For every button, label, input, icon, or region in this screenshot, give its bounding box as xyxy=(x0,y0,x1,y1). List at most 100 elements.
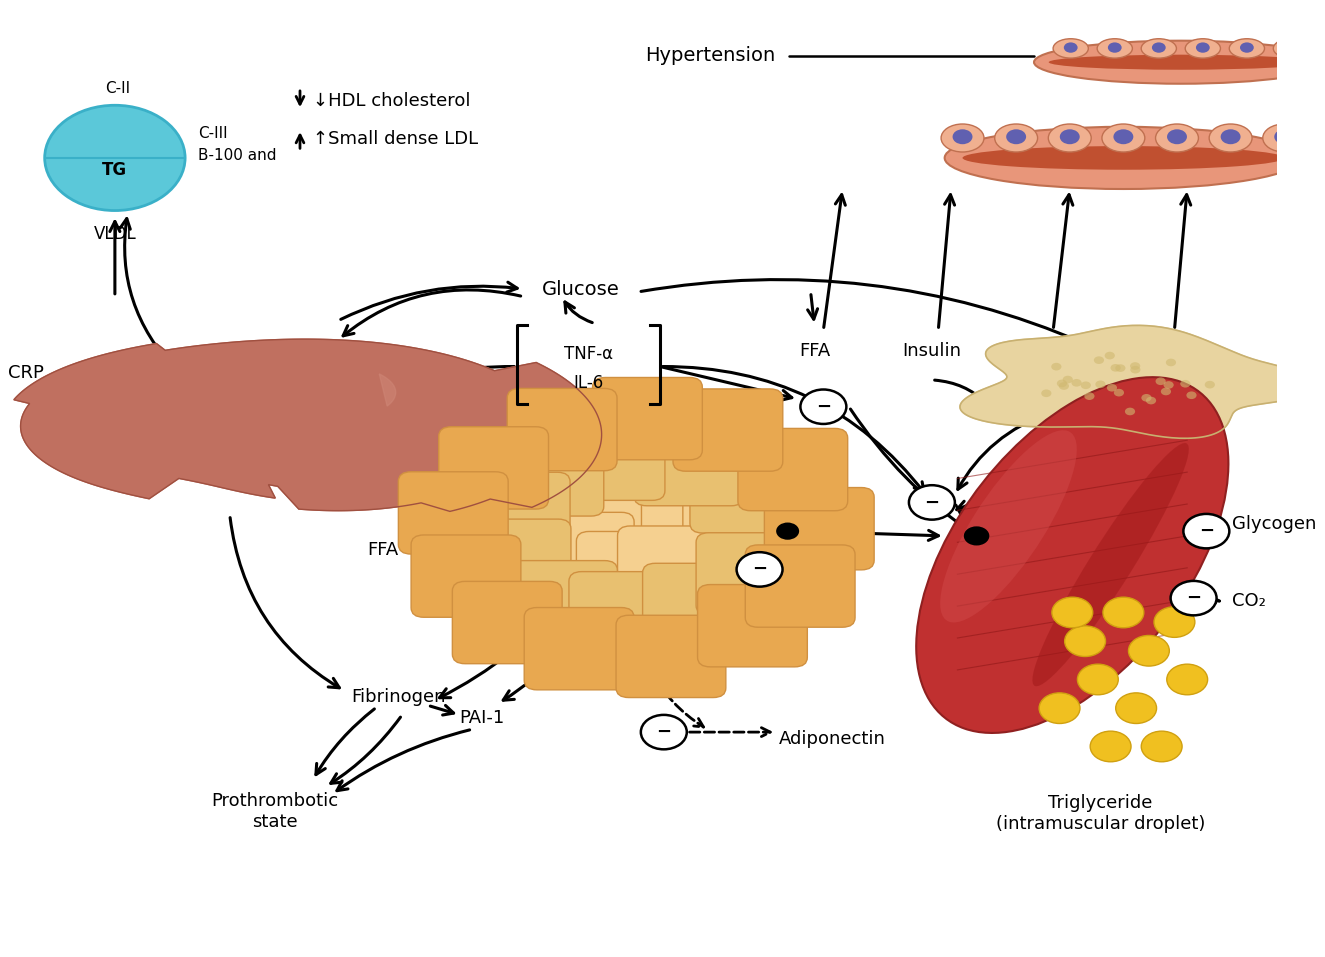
FancyBboxPatch shape xyxy=(461,519,571,601)
FancyBboxPatch shape xyxy=(635,423,743,505)
FancyBboxPatch shape xyxy=(555,418,665,501)
Ellipse shape xyxy=(1210,124,1252,152)
Text: −: − xyxy=(925,494,939,511)
Circle shape xyxy=(1041,389,1052,397)
Circle shape xyxy=(1220,129,1240,145)
FancyBboxPatch shape xyxy=(616,615,726,698)
FancyBboxPatch shape xyxy=(576,531,686,613)
Text: FFA: FFA xyxy=(367,542,399,559)
Circle shape xyxy=(1167,129,1187,145)
Circle shape xyxy=(1166,359,1177,367)
Circle shape xyxy=(953,129,973,145)
FancyBboxPatch shape xyxy=(568,571,678,654)
FancyBboxPatch shape xyxy=(592,377,702,459)
Circle shape xyxy=(1116,693,1157,723)
Circle shape xyxy=(1141,731,1182,762)
Circle shape xyxy=(1081,382,1090,389)
Circle shape xyxy=(1051,363,1061,370)
FancyBboxPatch shape xyxy=(617,526,727,609)
Circle shape xyxy=(1154,607,1195,637)
Text: PAI-1: PAI-1 xyxy=(460,709,505,726)
Circle shape xyxy=(909,485,955,520)
Ellipse shape xyxy=(1102,124,1145,152)
Circle shape xyxy=(1113,129,1133,145)
FancyBboxPatch shape xyxy=(697,585,807,667)
Text: CRP: CRP xyxy=(8,365,44,382)
Ellipse shape xyxy=(1015,433,1219,697)
Circle shape xyxy=(1108,42,1122,53)
Circle shape xyxy=(1170,581,1216,615)
FancyBboxPatch shape xyxy=(531,481,641,564)
Circle shape xyxy=(1183,514,1230,548)
Circle shape xyxy=(1167,664,1207,695)
Polygon shape xyxy=(13,339,602,511)
Circle shape xyxy=(1155,377,1166,385)
Text: B-100 and: B-100 and xyxy=(197,148,277,164)
Circle shape xyxy=(1065,626,1105,657)
Text: Glucose: Glucose xyxy=(542,279,620,299)
FancyBboxPatch shape xyxy=(525,608,633,690)
Circle shape xyxy=(1114,389,1124,396)
Text: C-III: C-III xyxy=(197,126,228,142)
FancyBboxPatch shape xyxy=(616,458,725,541)
Circle shape xyxy=(1125,408,1136,415)
Circle shape xyxy=(45,105,186,211)
Ellipse shape xyxy=(962,146,1284,169)
FancyBboxPatch shape xyxy=(579,493,689,575)
Circle shape xyxy=(1064,42,1077,53)
FancyBboxPatch shape xyxy=(696,533,806,615)
Circle shape xyxy=(1161,388,1171,395)
Ellipse shape xyxy=(1273,38,1309,58)
Circle shape xyxy=(963,526,990,545)
Circle shape xyxy=(1039,693,1080,723)
Circle shape xyxy=(1141,394,1151,402)
Circle shape xyxy=(1063,376,1073,384)
FancyBboxPatch shape xyxy=(507,389,617,471)
Circle shape xyxy=(1130,362,1141,369)
Text: −: − xyxy=(1186,590,1202,607)
Circle shape xyxy=(1240,42,1253,53)
Text: Insulin: Insulin xyxy=(902,342,962,360)
Circle shape xyxy=(1151,42,1166,53)
Ellipse shape xyxy=(1053,38,1088,58)
Ellipse shape xyxy=(1097,38,1133,58)
Circle shape xyxy=(1059,382,1069,389)
Ellipse shape xyxy=(1048,55,1313,70)
Circle shape xyxy=(1096,381,1105,389)
Ellipse shape xyxy=(1155,124,1198,152)
Text: Triglyceride
(intramuscular droplet): Triglyceride (intramuscular droplet) xyxy=(995,794,1204,833)
FancyBboxPatch shape xyxy=(765,487,875,569)
Text: −: − xyxy=(656,723,672,741)
Ellipse shape xyxy=(1263,124,1305,152)
Text: ↓HDL cholesterol: ↓HDL cholesterol xyxy=(313,92,470,109)
FancyBboxPatch shape xyxy=(738,429,848,511)
Ellipse shape xyxy=(1141,38,1177,58)
FancyBboxPatch shape xyxy=(690,451,800,533)
Text: SNS: SNS xyxy=(1150,342,1186,360)
Circle shape xyxy=(1106,384,1117,391)
Circle shape xyxy=(1006,129,1026,145)
Circle shape xyxy=(1060,129,1080,145)
Circle shape xyxy=(1072,379,1081,387)
Text: −: − xyxy=(816,398,831,415)
Circle shape xyxy=(1163,381,1174,389)
Text: Prothrombotic
state: Prothrombotic state xyxy=(211,792,338,831)
Ellipse shape xyxy=(941,431,1077,622)
FancyBboxPatch shape xyxy=(452,582,562,664)
Circle shape xyxy=(1057,380,1067,388)
Text: FFA: FFA xyxy=(750,527,782,545)
Circle shape xyxy=(800,389,847,424)
Text: −: − xyxy=(1199,523,1214,540)
Ellipse shape xyxy=(916,377,1228,733)
Text: C-II: C-II xyxy=(105,80,130,96)
Text: CO₂: CO₂ xyxy=(1232,592,1265,610)
Text: Adiponectin: Adiponectin xyxy=(779,730,885,747)
FancyBboxPatch shape xyxy=(673,389,783,471)
Circle shape xyxy=(1116,365,1125,372)
Text: Insulin: Insulin xyxy=(1011,465,1069,482)
Circle shape xyxy=(1110,364,1121,371)
Text: Glycogen: Glycogen xyxy=(1232,516,1316,533)
Ellipse shape xyxy=(1230,38,1264,58)
Polygon shape xyxy=(961,325,1320,438)
Circle shape xyxy=(737,552,783,587)
